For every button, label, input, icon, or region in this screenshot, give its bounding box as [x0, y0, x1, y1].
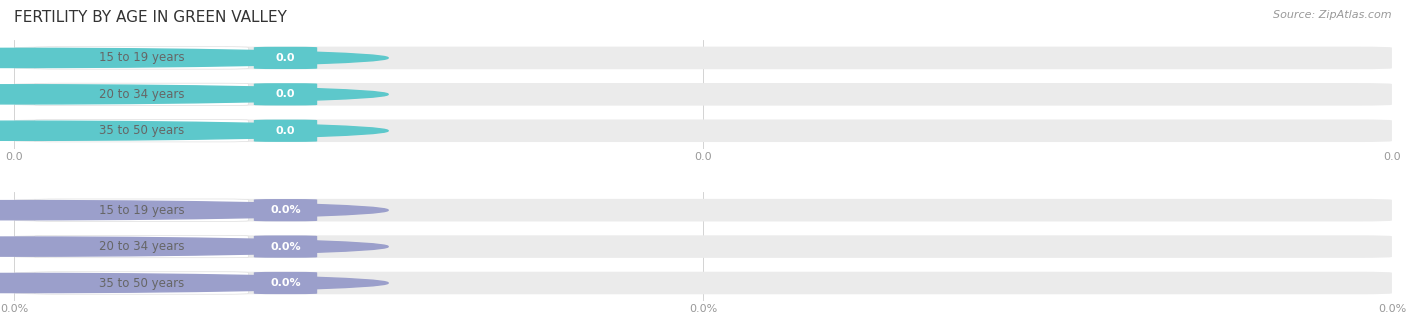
FancyBboxPatch shape — [254, 83, 318, 106]
Text: 0.0%: 0.0% — [270, 205, 301, 215]
Circle shape — [0, 85, 388, 104]
Text: Source: ZipAtlas.com: Source: ZipAtlas.com — [1274, 10, 1392, 20]
Text: 0.0%: 0.0% — [270, 242, 301, 252]
Circle shape — [0, 237, 388, 256]
FancyBboxPatch shape — [254, 199, 318, 221]
Text: 35 to 50 years: 35 to 50 years — [98, 124, 184, 137]
FancyBboxPatch shape — [254, 272, 318, 294]
FancyBboxPatch shape — [14, 47, 1392, 69]
FancyBboxPatch shape — [14, 235, 1392, 258]
Text: 15 to 19 years: 15 to 19 years — [98, 51, 184, 65]
FancyBboxPatch shape — [14, 199, 1392, 221]
FancyBboxPatch shape — [35, 119, 249, 142]
Text: 0.0: 0.0 — [276, 53, 295, 63]
FancyBboxPatch shape — [35, 235, 249, 258]
FancyBboxPatch shape — [254, 235, 318, 258]
Circle shape — [0, 48, 388, 68]
FancyBboxPatch shape — [35, 199, 249, 221]
FancyBboxPatch shape — [254, 119, 318, 142]
Text: 20 to 34 years: 20 to 34 years — [98, 240, 184, 253]
FancyBboxPatch shape — [14, 119, 1392, 142]
Text: 15 to 19 years: 15 to 19 years — [98, 204, 184, 217]
FancyBboxPatch shape — [35, 272, 249, 294]
Text: FERTILITY BY AGE IN GREEN VALLEY: FERTILITY BY AGE IN GREEN VALLEY — [14, 10, 287, 25]
FancyBboxPatch shape — [35, 83, 249, 106]
Circle shape — [0, 121, 388, 140]
FancyBboxPatch shape — [254, 47, 318, 69]
Text: 0.0: 0.0 — [276, 126, 295, 136]
Circle shape — [0, 201, 388, 220]
Circle shape — [0, 273, 388, 293]
Text: 0.0: 0.0 — [276, 89, 295, 99]
FancyBboxPatch shape — [14, 272, 1392, 294]
Text: 35 to 50 years: 35 to 50 years — [98, 276, 184, 290]
FancyBboxPatch shape — [14, 83, 1392, 106]
Text: 20 to 34 years: 20 to 34 years — [98, 88, 184, 101]
Text: 0.0%: 0.0% — [270, 278, 301, 288]
FancyBboxPatch shape — [35, 47, 249, 69]
